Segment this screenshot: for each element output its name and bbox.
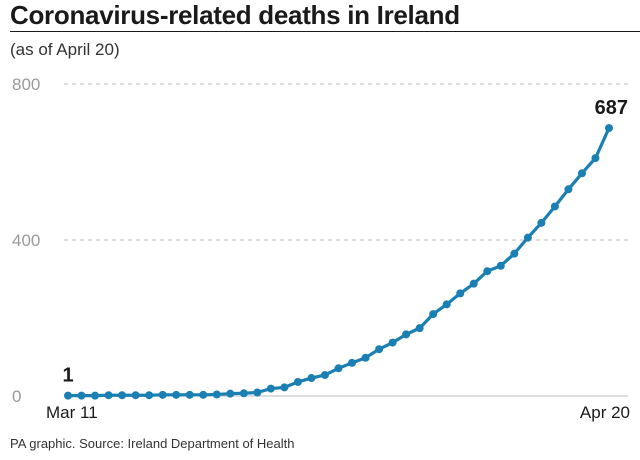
data-point: [91, 391, 100, 400]
chart-title: Coronavirus-related deaths in Ireland: [10, 0, 460, 30]
data-point: [172, 390, 181, 399]
x-tick-label: Apr 20: [580, 403, 630, 422]
data-point: [118, 391, 127, 400]
data-label: 687: [595, 97, 628, 119]
series-deaths: [64, 124, 613, 400]
data-point: [483, 267, 492, 276]
data-point: [320, 370, 329, 379]
data-point: [239, 389, 248, 398]
data-point: [375, 345, 384, 354]
data-label: 1: [62, 365, 73, 387]
data-point: [388, 338, 397, 347]
data-point: [510, 249, 519, 258]
data-point: [104, 391, 113, 400]
data-point: [523, 233, 532, 242]
data-point: [77, 391, 86, 400]
data-point: [212, 390, 221, 399]
data-point: [429, 310, 438, 319]
data-point: [348, 358, 357, 367]
data-point: [456, 289, 465, 298]
y-tick-label: 0: [12, 387, 21, 406]
data-point: [280, 383, 289, 392]
data-point: [605, 124, 613, 133]
data-point: [564, 185, 573, 194]
data-point: [361, 353, 370, 362]
series-line: [66, 126, 611, 398]
y-tick-label: 800: [12, 75, 40, 94]
data-point: [293, 377, 302, 386]
data-point: [307, 374, 316, 383]
data-point: [442, 300, 451, 309]
data-point: [496, 261, 505, 270]
x-tick-label: Mar 11: [46, 403, 98, 422]
data-point: [185, 390, 194, 399]
data-point: [591, 154, 600, 163]
data-point: [415, 324, 424, 333]
data-point: [402, 330, 411, 339]
data-point: [64, 391, 72, 400]
data-point: [334, 364, 343, 373]
data-point: [266, 384, 275, 393]
source-note: PA graphic. Source: Ireland Department o…: [10, 436, 295, 451]
data-point: [199, 390, 208, 399]
data-point: [537, 218, 546, 227]
data-point: [469, 279, 478, 288]
chart-subtitle: (as of April 20): [10, 40, 120, 59]
data-point: [158, 390, 167, 399]
data-point: [226, 389, 235, 398]
y-tick-label: 400: [12, 231, 40, 250]
title-divider: [10, 31, 640, 32]
data-point: [577, 169, 586, 178]
gridlines: [64, 83, 628, 397]
axis-labels: 0 400 800 Mar 11 Apr 20: [12, 75, 630, 422]
data-point: [131, 391, 140, 400]
data-point: [145, 391, 154, 400]
data-point: [253, 388, 262, 397]
data-point: [550, 202, 559, 211]
